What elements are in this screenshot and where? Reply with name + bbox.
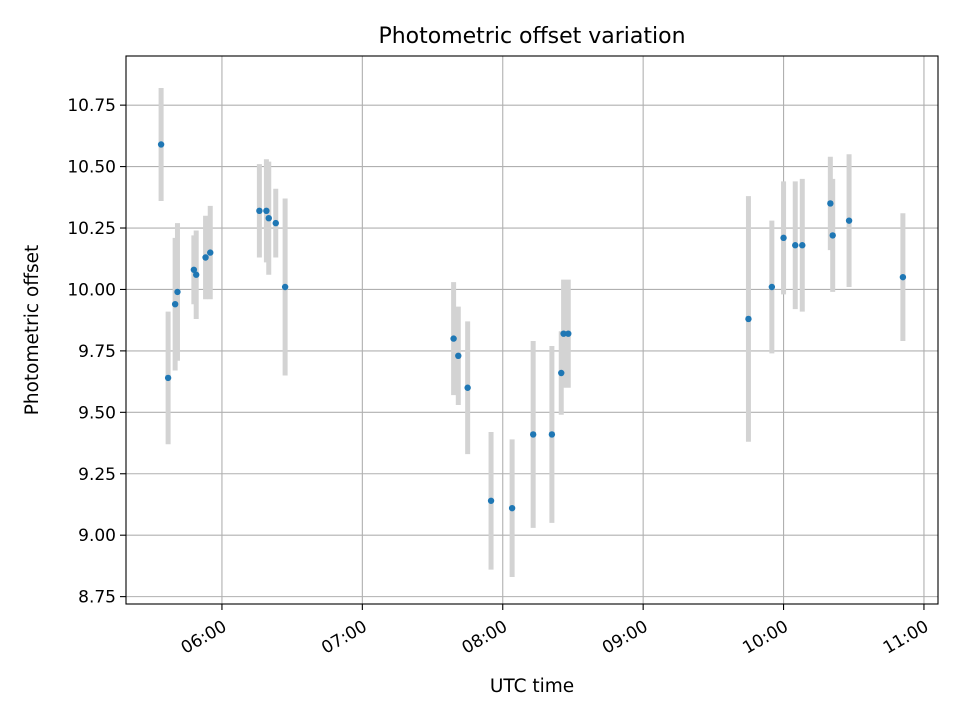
data-point [565,330,572,337]
y-axis-ticks: 8.75 9.00 9.25 9.50 9.75 10.00 10.25 10.50 10.75 [67,96,126,608]
data-point [272,219,279,227]
x-axis-label: UTC time [490,676,574,697]
data-point [768,283,776,291]
plot-frame [125,55,939,605]
data-point [548,431,556,438]
data-point [202,254,209,261]
data-point [190,266,198,273]
y-tick-label: 9.50 [78,403,116,423]
y-tick-label: 10.75 [67,96,116,116]
data-point [560,330,567,337]
data-point [899,273,907,281]
data-point [780,234,787,242]
data-point [157,141,165,148]
data-point [450,335,457,342]
data-point [455,352,462,360]
data-point [745,315,752,323]
data-point [464,384,471,391]
data-point [792,242,799,249]
y-tick-label: 9.00 [78,526,116,546]
data-point [164,374,172,382]
y-tick-label: 10.50 [67,158,116,178]
y-tick-label: 9.75 [78,342,116,362]
data-point [256,207,263,215]
y-tick-label: 8.75 [78,588,116,608]
data-point [558,369,565,377]
data-point [207,249,214,256]
data-point [529,431,537,438]
y-axis-label: Photometric offset [22,245,43,416]
y-tick-label: 10.25 [67,219,116,239]
data-point [799,242,806,249]
data-point [829,232,836,239]
data-points [157,141,907,512]
data-point [281,283,289,291]
data-point [508,504,516,512]
data-point [263,207,270,215]
chart-title: Photometric offset variation [378,24,685,49]
data-point [193,271,200,278]
data-point [174,288,181,296]
data-point [487,497,495,504]
data-point [265,214,272,222]
data-point [845,217,853,224]
data-point [827,200,834,207]
data-point [171,300,179,308]
y-tick-label: 10.00 [67,280,116,300]
y-tick-label: 9.25 [78,465,116,485]
